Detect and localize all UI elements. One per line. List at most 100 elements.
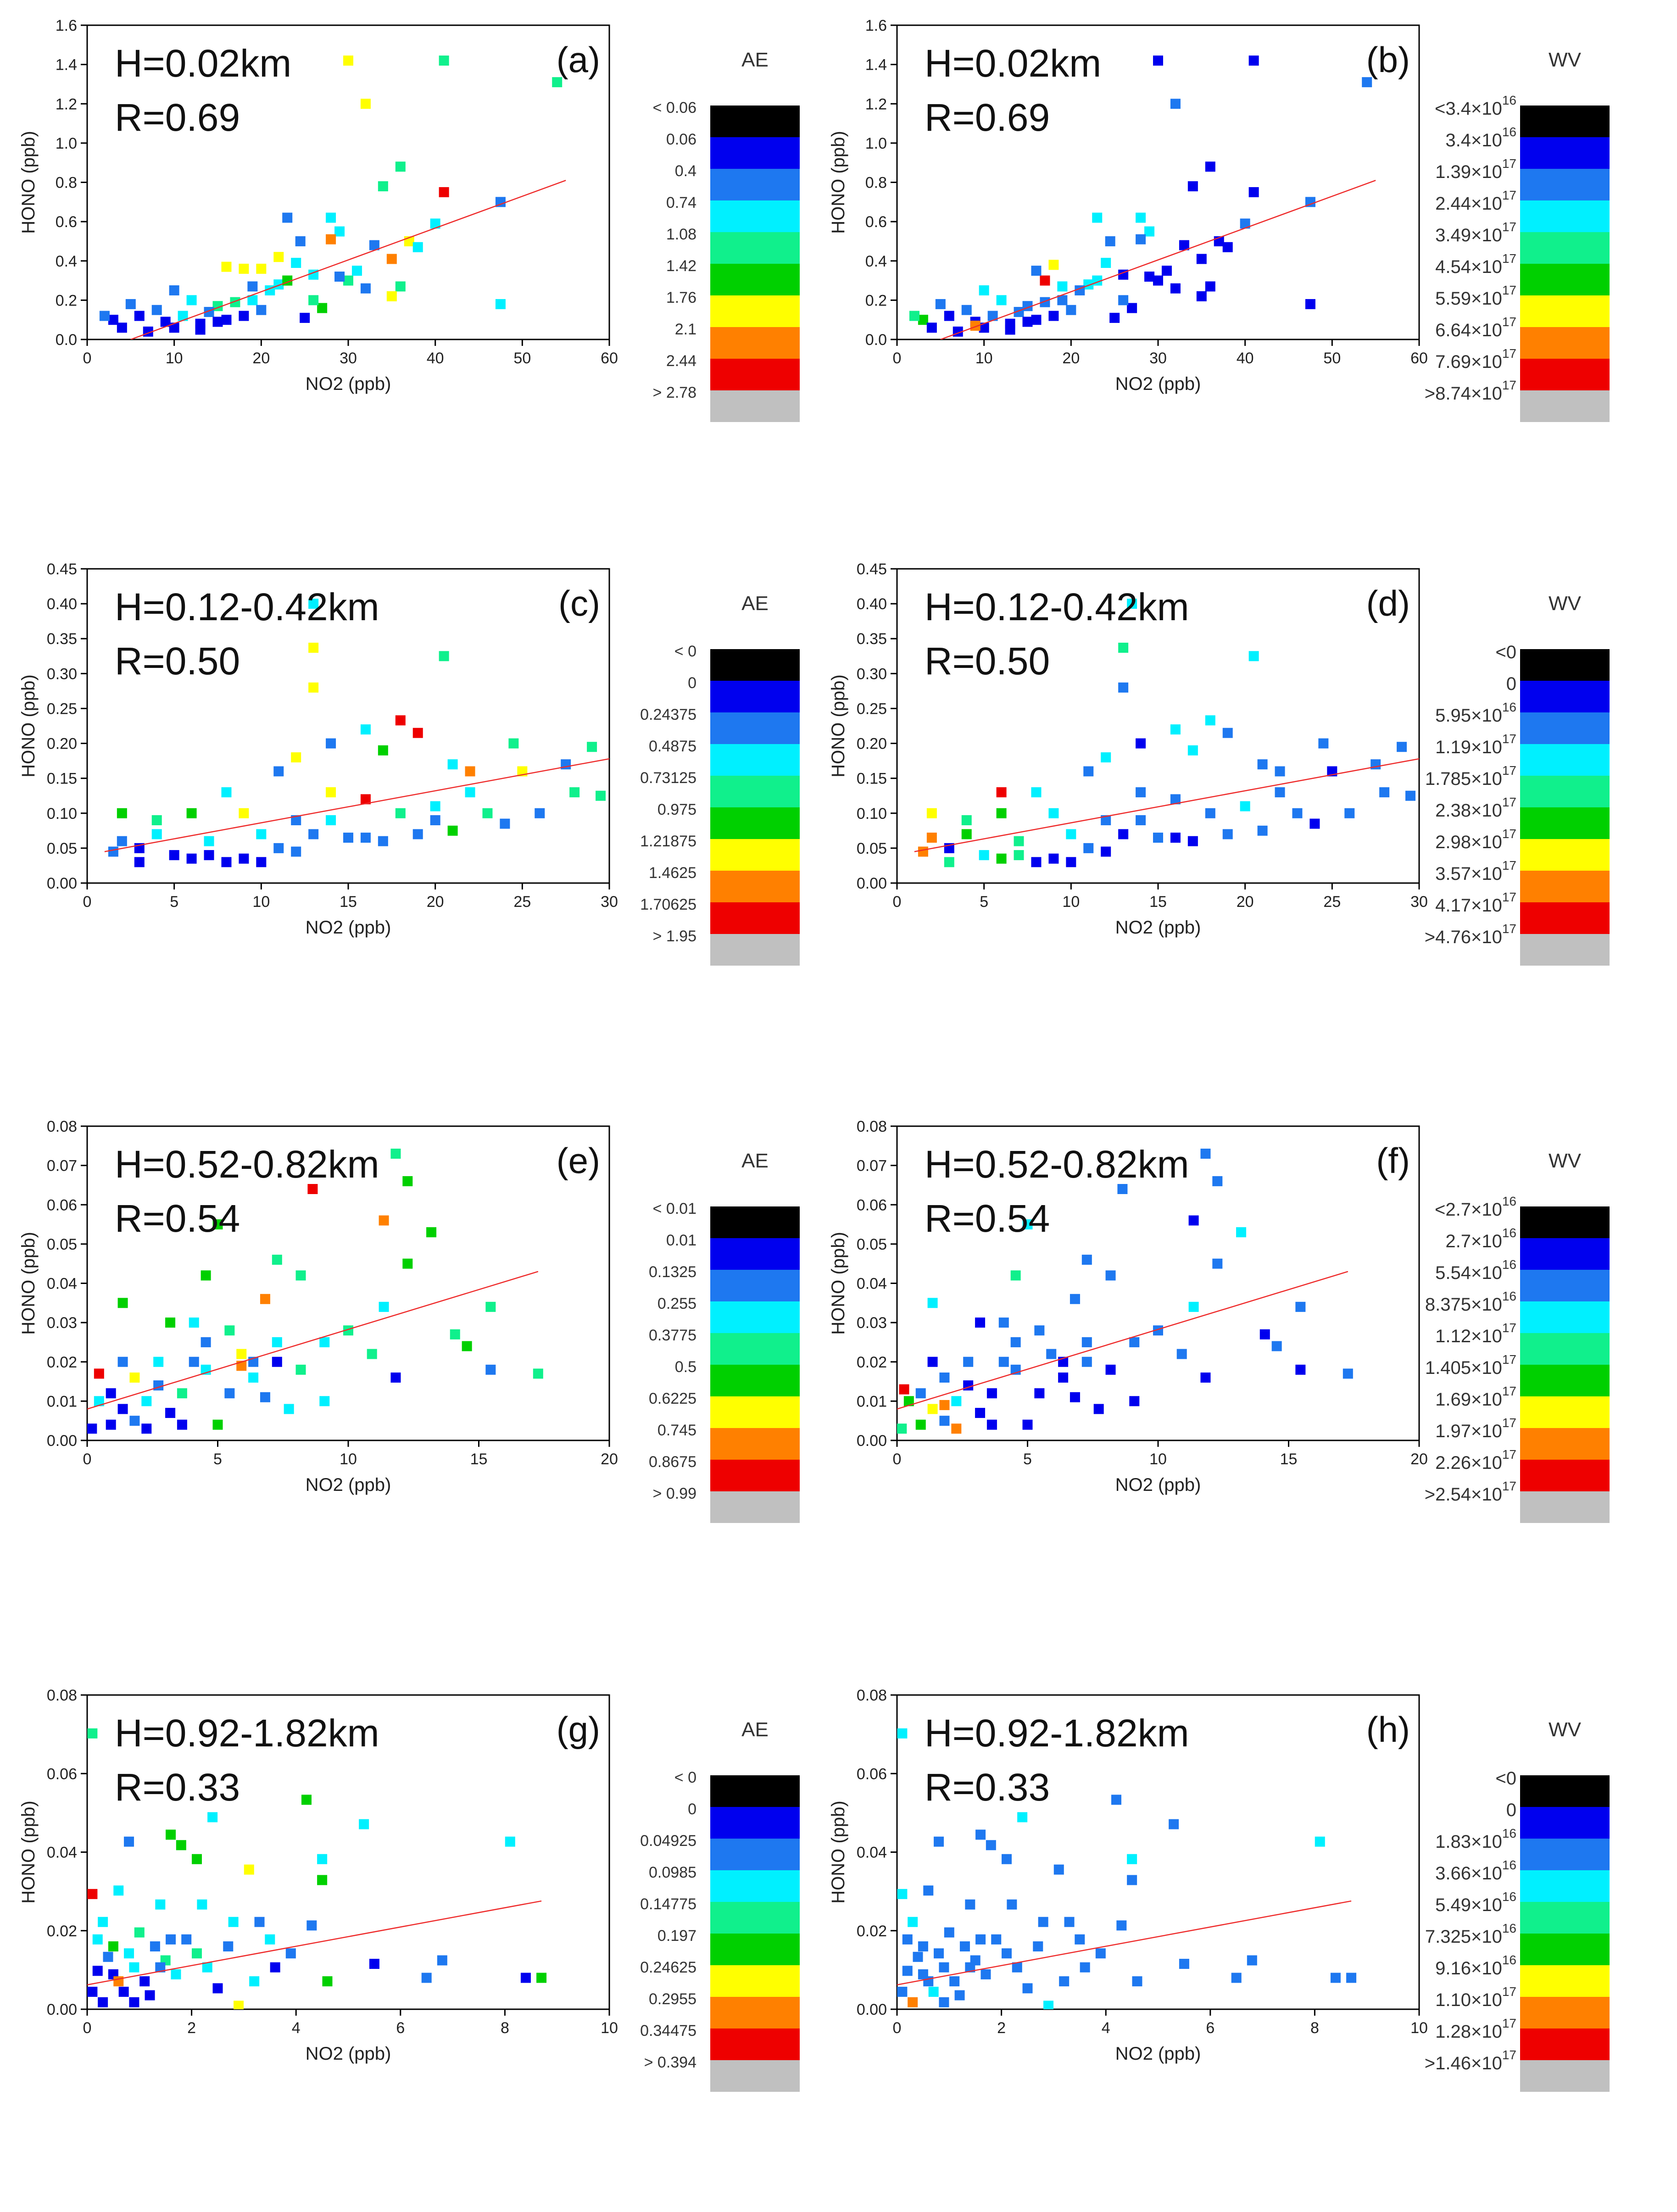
data-point — [212, 1419, 223, 1430]
data-point — [462, 1341, 472, 1351]
data-point — [379, 1301, 389, 1312]
legend-label: 1.4625 — [649, 864, 696, 882]
x-tick-label: 0 — [83, 2019, 92, 2037]
data-point — [1010, 1337, 1021, 1347]
data-point — [1170, 283, 1181, 294]
data-point — [291, 846, 301, 857]
x-tick-label: 0 — [83, 350, 92, 367]
legend-label: 0.24625 — [640, 1959, 696, 1976]
legend-label: 3.66×1016 — [1435, 1858, 1516, 1884]
data-point — [1346, 1973, 1357, 1983]
y-tick-label: 1.4 — [56, 56, 77, 74]
legend-swatch — [1520, 1270, 1610, 1301]
legend-title: AE — [741, 1718, 769, 1741]
legend-label: 8.375×1016 — [1425, 1289, 1516, 1315]
data-point — [500, 818, 510, 829]
fit-line — [914, 758, 1419, 852]
legend-label: >2.54×1017 — [1425, 1479, 1516, 1505]
data-point — [308, 599, 319, 609]
data-point — [439, 187, 449, 197]
y-tick-label: 0.4 — [865, 253, 887, 270]
panel-d: 0 5 10 15 20 25 30 0.00 0.05 0.10 0.15 0.20 0.25 0.30… — [828, 561, 1610, 966]
legend-swatch — [1520, 807, 1610, 839]
points-group — [909, 56, 1376, 339]
legend-label: 0.975 — [657, 801, 696, 818]
data-point — [986, 1840, 996, 1851]
legend-label: 0.4875 — [649, 738, 696, 755]
legend-label: 4.17×1017 — [1435, 890, 1516, 916]
panel-a: 0 10 20 30 40 50 60 0.0 0.2 0.4 0.6 0.8 1.0 1.2 1.4 1.6… — [18, 17, 800, 422]
legend-swatch — [710, 1460, 800, 1491]
data-point — [1275, 787, 1285, 798]
data-point — [113, 1885, 124, 1896]
data-point — [536, 1973, 547, 1983]
y-tick-label: 0.06 — [857, 1196, 887, 1214]
data-point — [1101, 258, 1111, 268]
data-point — [1136, 787, 1146, 798]
data-point — [1295, 1364, 1306, 1375]
data-point — [1118, 682, 1129, 693]
fit-line — [130, 180, 566, 339]
data-point — [949, 1976, 960, 1987]
data-point — [1136, 212, 1146, 223]
data-point — [918, 315, 928, 325]
legend: AE < 0 0 0.04925 0.0985 0.14775 0.197 0.24625 0.… — [640, 1718, 800, 2092]
legend: WV <3.4×1016 3.4×1016 1.39×1017 2.44×1017 3.4… — [1425, 49, 1610, 422]
data-point — [915, 1419, 926, 1430]
legend-label: 0.3775 — [649, 1327, 696, 1344]
x-axis-label: NO2 (ppb) — [306, 2044, 391, 2064]
data-point — [186, 853, 197, 864]
y-tick-label: 0.8 — [56, 174, 77, 192]
x-tick-label: 40 — [1237, 350, 1254, 367]
data-point — [1048, 311, 1059, 321]
legend-label: 1.08 — [666, 226, 696, 243]
y-axis-label: HONO (ppb) — [828, 1232, 848, 1335]
data-point — [482, 808, 493, 818]
data-point — [265, 1934, 275, 1945]
legend-swatch — [710, 2060, 800, 2092]
data-point — [1305, 299, 1315, 309]
panel-e: 0 5 10 15 20 0.00 0.01 0.02 0.03 0.04 0.05 0.06 0.07… — [18, 1118, 800, 1523]
legend-label: 0.14775 — [640, 1895, 696, 1913]
data-point — [201, 1270, 211, 1281]
data-point — [1187, 181, 1198, 192]
data-point — [273, 766, 284, 777]
x-tick-label: 10 — [252, 893, 270, 911]
legend-label: 0 — [1506, 674, 1516, 694]
data-point — [903, 1396, 914, 1406]
data-point — [177, 1419, 187, 1430]
y-tick-label: 0.40 — [857, 595, 887, 613]
data-point — [1153, 275, 1163, 286]
legend-swatch — [710, 776, 800, 807]
y-tick-label: 1.2 — [865, 95, 887, 113]
legend-label: 0.1325 — [649, 1263, 696, 1281]
data-point — [951, 1423, 962, 1434]
data-point — [913, 1951, 923, 1962]
data-point — [317, 1875, 328, 1885]
legend-label: 0.74 — [666, 194, 696, 211]
legend-label: < 0 — [674, 643, 696, 660]
data-point — [1022, 1983, 1033, 1994]
data-point — [1161, 266, 1172, 276]
data-point — [1330, 1973, 1341, 1983]
data-point — [1200, 1148, 1211, 1159]
data-point — [134, 311, 145, 321]
legend-swatch — [710, 934, 800, 966]
height-annotation: H=0.12-0.42km — [925, 585, 1189, 628]
legend-label: <0 — [1495, 1768, 1516, 1789]
y-tick-label: 0.15 — [47, 770, 77, 788]
r-annotation: R=0.50 — [115, 639, 240, 683]
data-point — [961, 829, 972, 839]
data-point — [195, 324, 206, 335]
data-point — [270, 1962, 280, 1973]
panel-label: (g) — [557, 1709, 600, 1750]
data-point — [961, 305, 972, 315]
data-point — [465, 787, 475, 798]
fit-line — [87, 1271, 539, 1410]
height-annotation: H=0.92-1.82km — [115, 1712, 379, 1755]
data-point — [1034, 1325, 1045, 1336]
y-tick-label: 0.8 — [865, 174, 887, 192]
data-point — [1048, 808, 1059, 818]
y-tick-label: 0.07 — [47, 1157, 77, 1175]
data-point — [117, 1404, 128, 1414]
